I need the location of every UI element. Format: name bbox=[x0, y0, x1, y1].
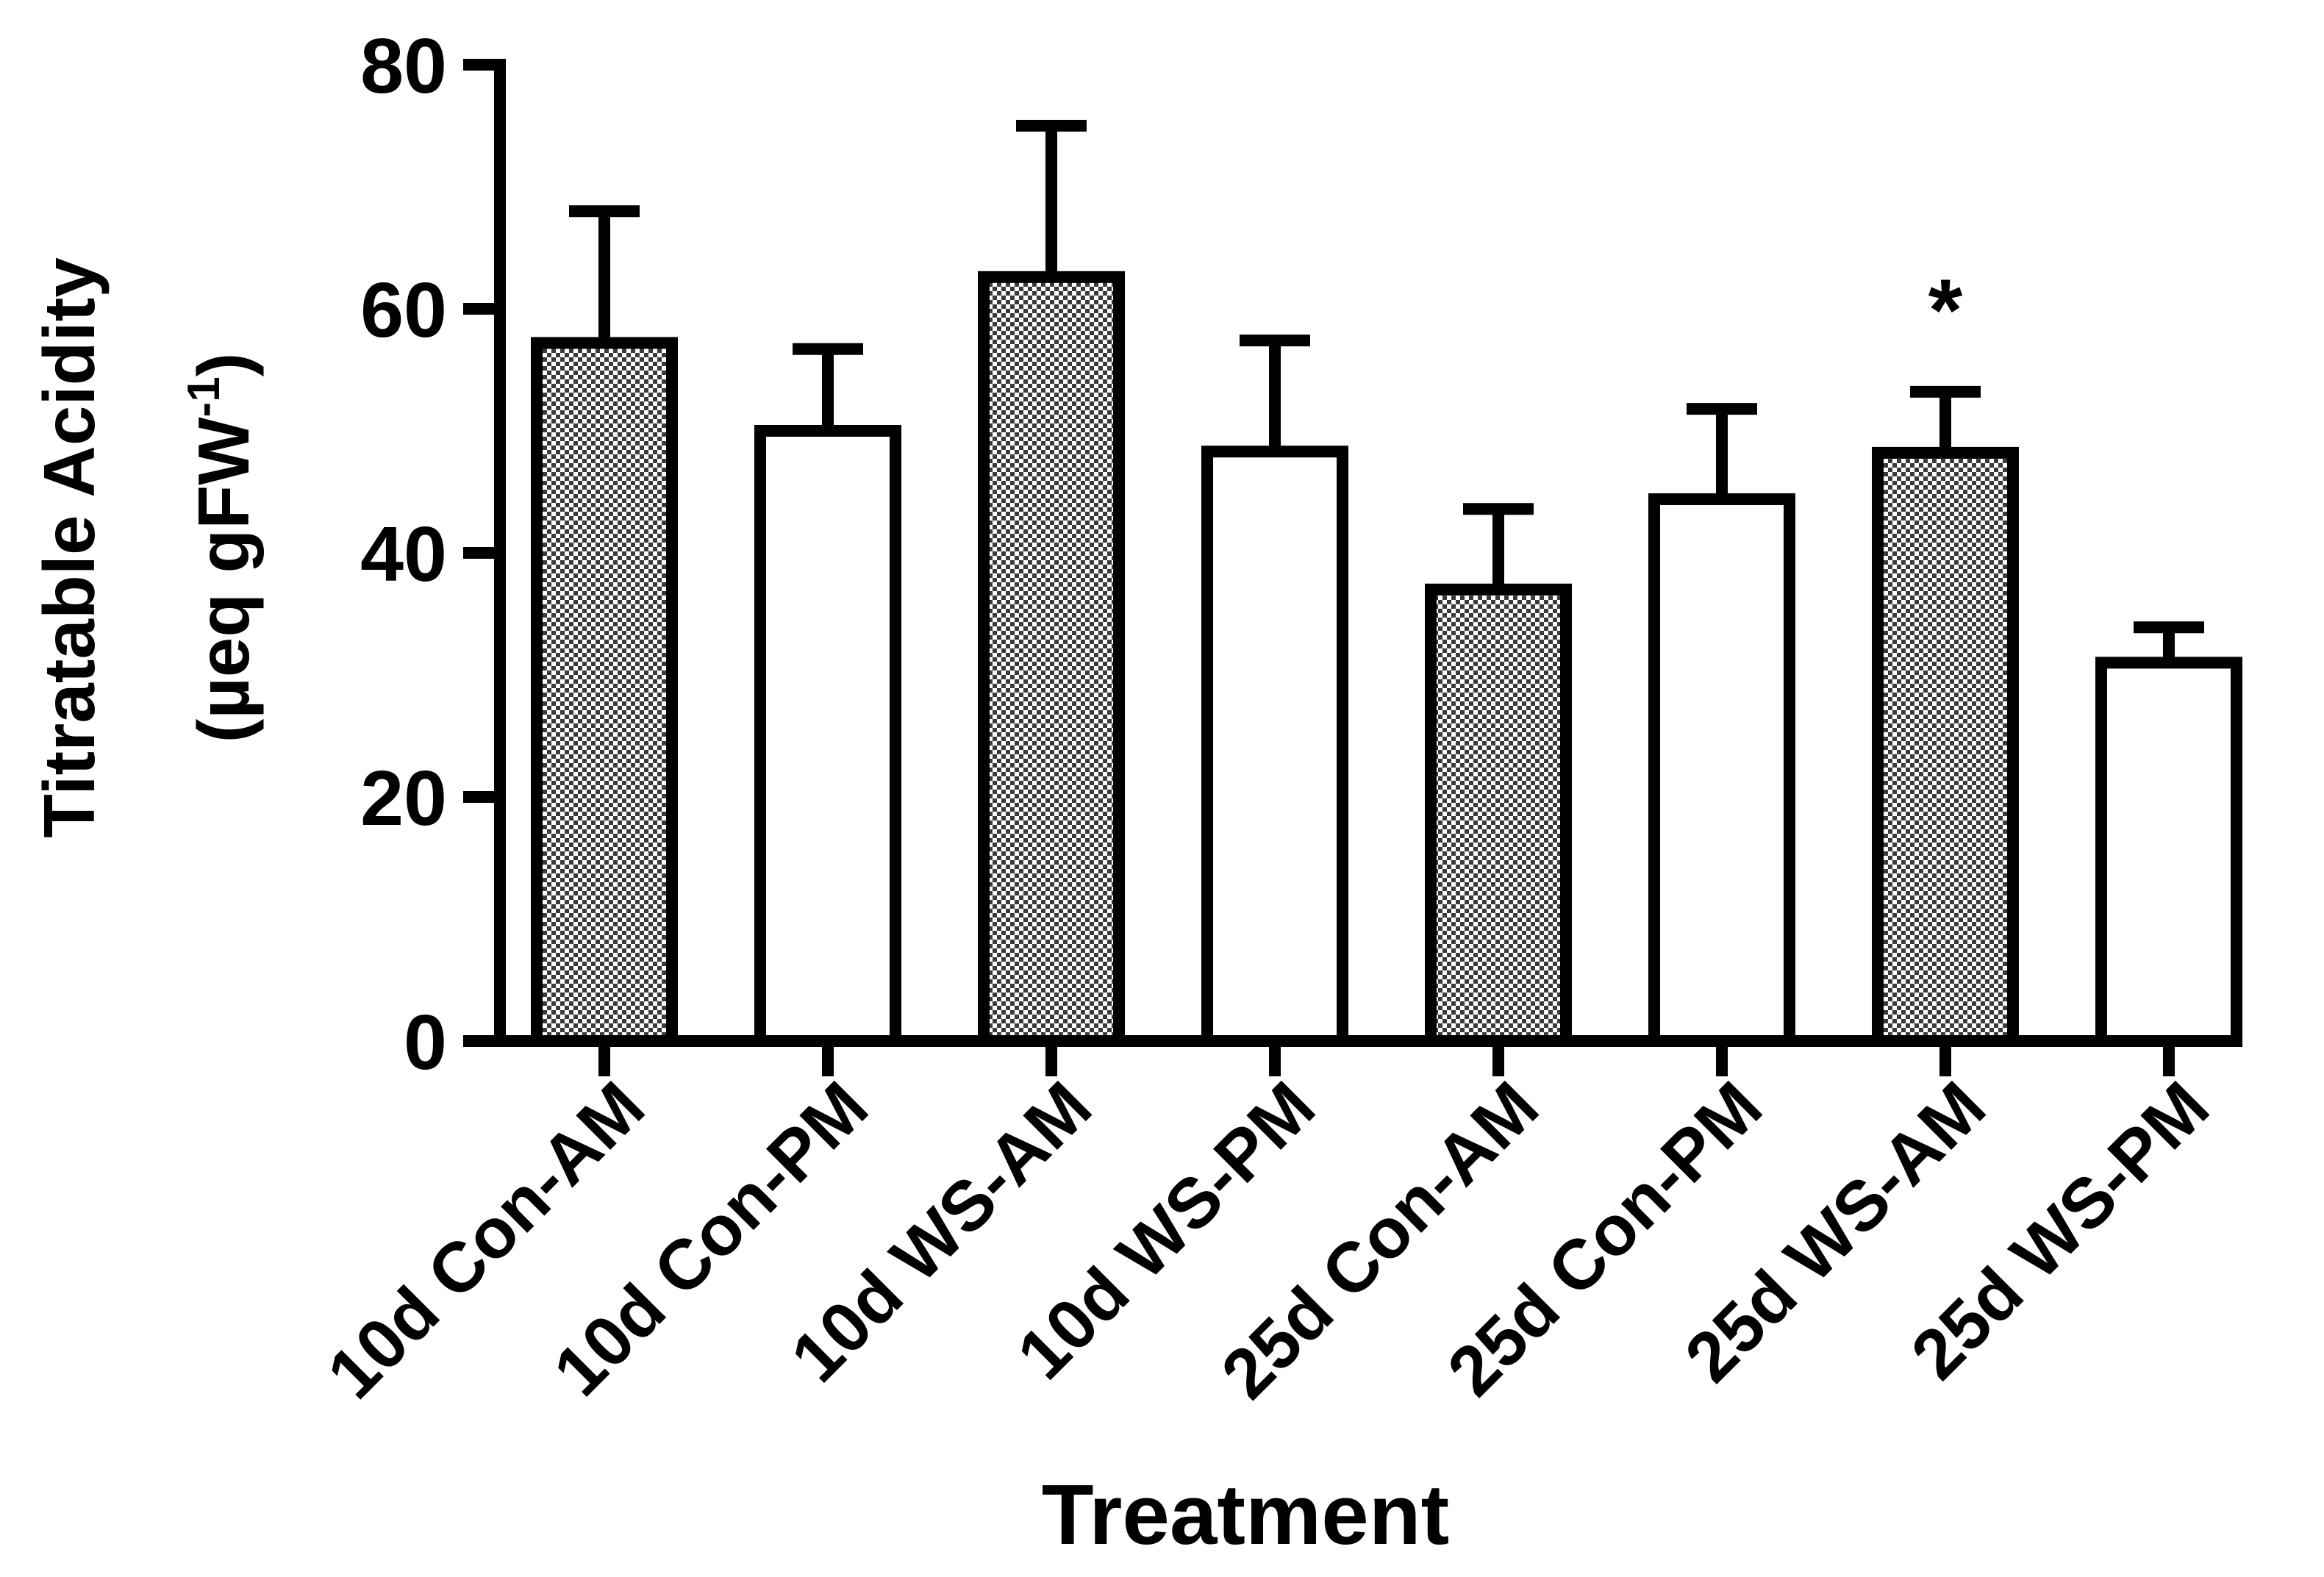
svg-text:60: 60 bbox=[360, 267, 447, 354]
svg-text:40: 40 bbox=[360, 511, 447, 598]
y-tick: 40 bbox=[360, 511, 500, 598]
bar bbox=[1648, 493, 1795, 1047]
svg-text:80: 80 bbox=[360, 23, 447, 110]
y-axis-title: Titratable Acidity (µeq gFW-1) bbox=[29, 257, 264, 838]
bar bbox=[1201, 446, 1348, 1047]
svg-text:20: 20 bbox=[360, 755, 447, 842]
bar bbox=[531, 337, 678, 1048]
y-tick: 0 bbox=[404, 999, 500, 1086]
bar bbox=[1872, 446, 2019, 1047]
y-axis-ticks: 0 20 40 60 80 bbox=[360, 23, 500, 1086]
y-tick: 80 bbox=[360, 23, 500, 110]
significance-annotation: * bbox=[1928, 261, 1963, 360]
bar bbox=[978, 271, 1125, 1048]
y-tick: 60 bbox=[360, 267, 500, 354]
y-tick: 20 bbox=[360, 755, 500, 842]
x-axis-title: Treatment bbox=[1042, 1467, 1449, 1562]
svg-text:0: 0 bbox=[404, 999, 447, 1086]
y-axis-title-line1: Titratable Acidity bbox=[29, 257, 110, 838]
y-axis-title-line2: (µeq gFW-1) bbox=[179, 353, 264, 743]
bar bbox=[2095, 657, 2242, 1047]
bar bbox=[1425, 583, 1572, 1047]
bar bbox=[754, 425, 901, 1047]
